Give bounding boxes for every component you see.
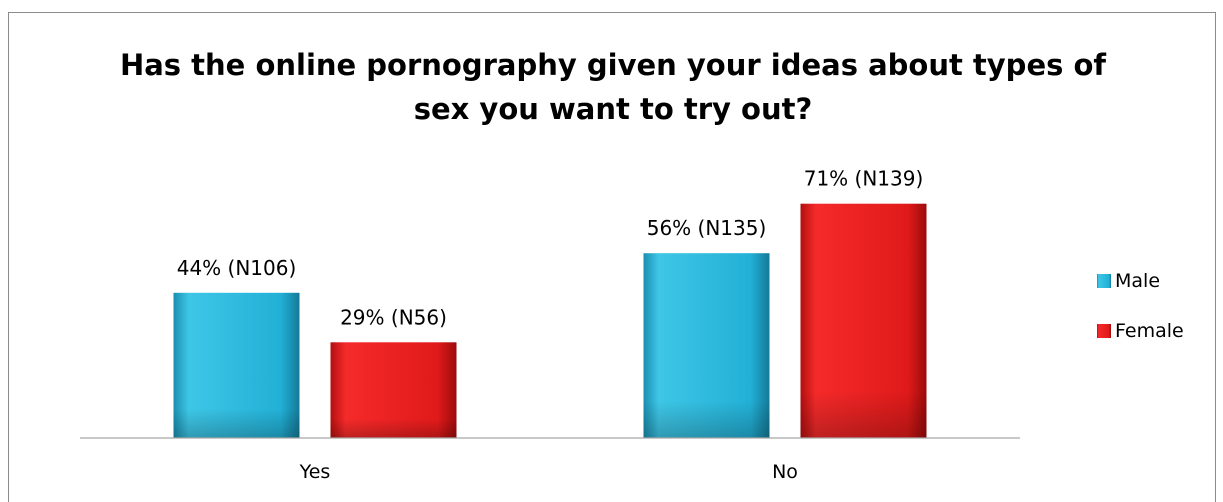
data-label-male-no: 56% (N135) xyxy=(647,216,767,240)
legend-swatch-male xyxy=(1097,274,1111,288)
legend: Male Female xyxy=(1097,270,1184,342)
x-tick-label-yes: Yes xyxy=(299,461,331,483)
x-tick-label-no: No xyxy=(772,461,798,483)
bar-shade-female-no xyxy=(800,203,927,438)
legend-label-male: Male xyxy=(1115,270,1160,292)
data-label-female-no: 71% (N139) xyxy=(804,167,924,191)
data-label-male-yes: 44% (N106) xyxy=(177,256,297,280)
data-label-female-yes: 29% (N56) xyxy=(340,305,447,329)
legend-label-female: Female xyxy=(1115,320,1184,342)
bar-chart: 44% (N106) 29% (N56) Yes 56% (N135) 71% (N13… xyxy=(80,167,1184,483)
bar-shade-male-no xyxy=(643,253,770,438)
legend-swatch-female xyxy=(1097,324,1111,338)
bar-shade-female-yes xyxy=(330,342,457,438)
bar-shade-male-yes xyxy=(173,292,300,438)
chart-title: Has the online pornography given your id… xyxy=(119,48,1107,126)
